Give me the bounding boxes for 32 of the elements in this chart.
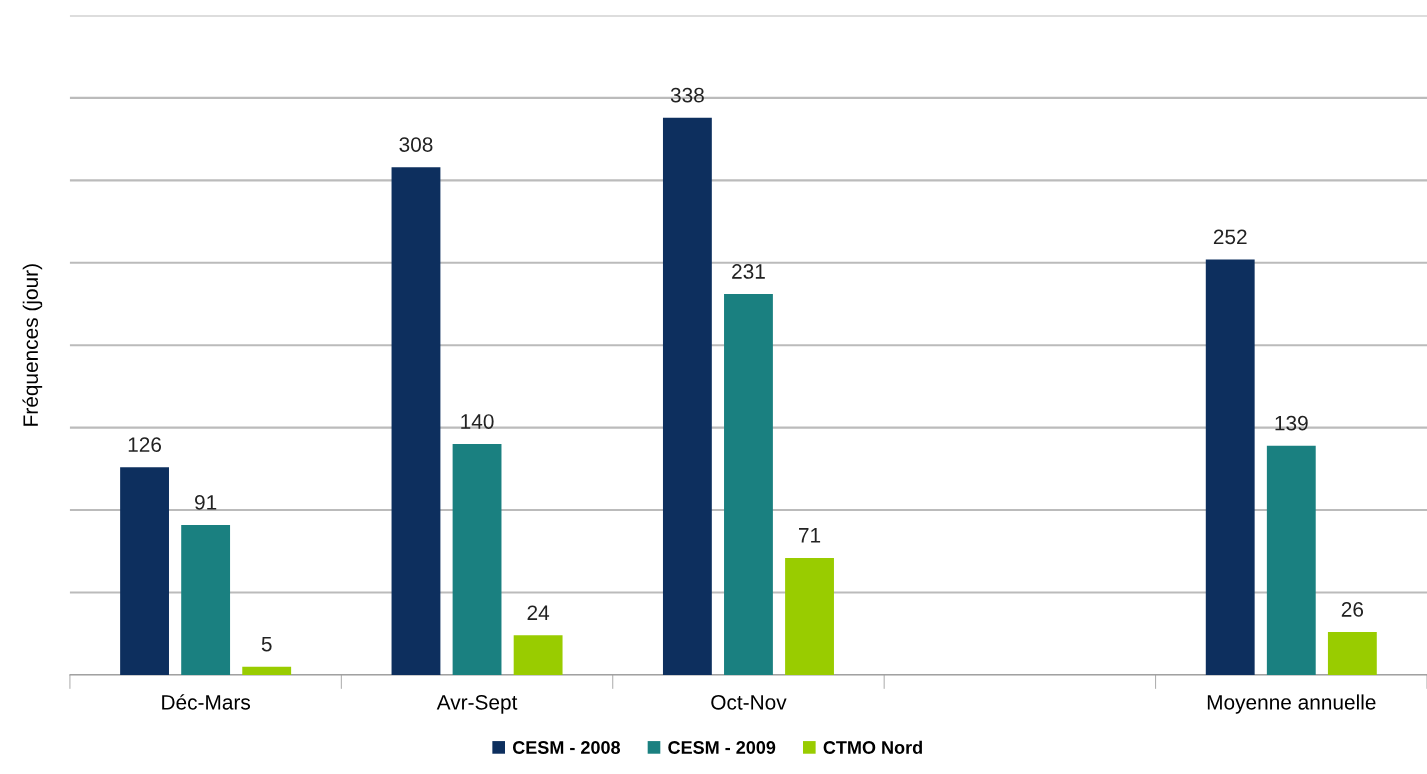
- legend-label: CESM - 2008: [512, 741, 621, 754]
- x-tick-label: Avr-Sept: [436, 694, 518, 714]
- data-label: 139: [1275, 415, 1308, 431]
- bar: [391, 167, 441, 675]
- x-tick-label: Déc-Mars: [162, 694, 251, 710]
- data-label: 231: [732, 264, 765, 279]
- bar: [452, 444, 502, 675]
- y-axis-title: Fréquences (jour): [22, 264, 43, 426]
- bar: [724, 294, 773, 675]
- bar: [120, 467, 169, 675]
- legend-label: CESM - 2009: [668, 741, 776, 754]
- data-label: 126: [128, 437, 162, 452]
- bar: [513, 635, 563, 675]
- bar: [662, 117, 712, 675]
- data-label: 252: [1213, 229, 1247, 245]
- data-label: 338: [670, 87, 704, 103]
- bar: [242, 666, 292, 675]
- data-label: 24: [527, 605, 550, 620]
- data-label: 26: [1341, 602, 1364, 617]
- data-label: 308: [399, 137, 433, 152]
- legend-label: CTMO Nord: [823, 740, 922, 754]
- data-label: 5: [261, 636, 272, 652]
- bar: [785, 557, 834, 675]
- data-label: 140: [461, 414, 494, 429]
- bar: [1266, 445, 1316, 675]
- bar: [1327, 632, 1377, 675]
- x-tick-label: Oct-Nov: [711, 694, 787, 710]
- data-label: 71: [799, 528, 821, 543]
- x-tick-label: Moyenne annuelle: [1207, 694, 1376, 714]
- bar: [1205, 259, 1255, 675]
- bar: [181, 524, 231, 675]
- data-label: 91: [195, 494, 217, 510]
